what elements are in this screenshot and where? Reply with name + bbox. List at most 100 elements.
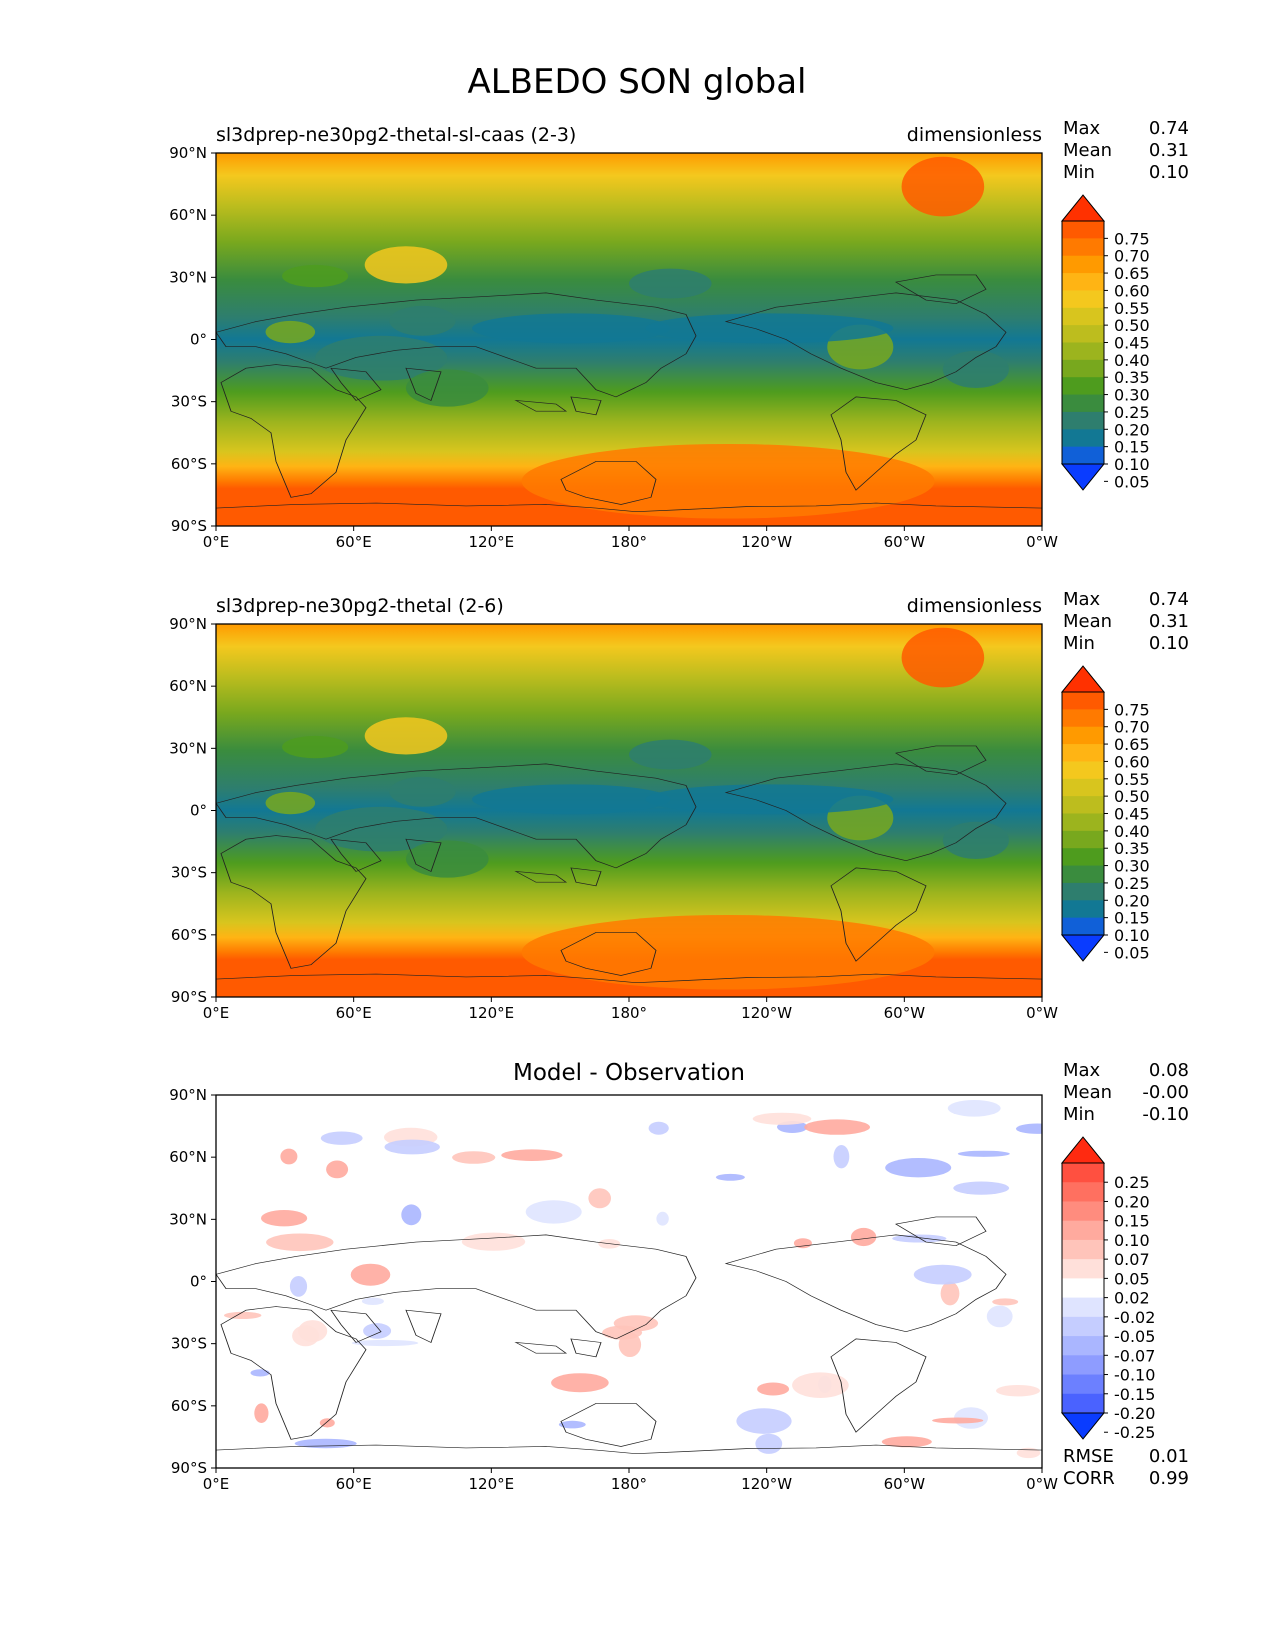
corr-value: 0.99 bbox=[1149, 1468, 1189, 1489]
colorbar-extend-bottom bbox=[1060, 1412, 1106, 1440]
colorbar-box bbox=[1062, 744, 1104, 762]
colorbar-box bbox=[1062, 290, 1104, 309]
x-tick-label: 180° bbox=[611, 1475, 647, 1493]
colorbar-level-label: 0.25 bbox=[1114, 874, 1150, 893]
colorbar: 0.250.200.150.100.070.050.02-0.02-0.05-0… bbox=[1060, 1136, 1155, 1442]
x-tick-label: 60°W bbox=[884, 533, 926, 551]
colorbar-level-label: 0.10 bbox=[1114, 926, 1150, 945]
colorbar-box bbox=[1062, 882, 1104, 901]
colorbar-level-label: 0.20 bbox=[1114, 420, 1150, 439]
stat-value-max: 0.74 bbox=[1149, 589, 1189, 610]
colorbar-box bbox=[1062, 865, 1104, 884]
colorbar-box bbox=[1062, 761, 1104, 780]
albedo-field bbox=[216, 624, 1042, 997]
rmse-value: 0.01 bbox=[1149, 1446, 1189, 1467]
colorbar-level-label: -0.20 bbox=[1114, 1404, 1155, 1423]
colorbar-box bbox=[1062, 1297, 1104, 1318]
colorbar-level-label: 0.25 bbox=[1114, 403, 1150, 422]
x-tick-label: 60°W bbox=[884, 1475, 926, 1493]
colorbar-level-label: 0.45 bbox=[1114, 805, 1150, 824]
corr-label: CORR bbox=[1063, 1468, 1115, 1489]
x-tick-label: 120°W bbox=[741, 1004, 792, 1022]
colorbar-level-label: -0.07 bbox=[1114, 1346, 1155, 1365]
colorbar-level-label: 0.15 bbox=[1114, 909, 1150, 928]
colorbar-level-label: 0.20 bbox=[1114, 891, 1150, 910]
colorbar-box bbox=[1062, 848, 1104, 867]
stat-value-mean: 0.31 bbox=[1149, 611, 1189, 632]
y-tick-label: 90°S bbox=[171, 988, 207, 1006]
stat-label-max: Max bbox=[1063, 589, 1101, 610]
y-tick-label: 0° bbox=[190, 1273, 207, 1291]
colorbar: 0.750.700.650.600.550.500.450.400.350.30… bbox=[1060, 665, 1150, 962]
colorbar-level-label: 0.05 bbox=[1114, 1269, 1150, 1288]
stat-label-mean: Mean bbox=[1063, 1082, 1112, 1103]
colorbar-box bbox=[1062, 359, 1104, 378]
colorbar-box bbox=[1062, 1239, 1104, 1260]
y-tick-label: 0° bbox=[190, 331, 207, 349]
colorbar-box bbox=[1062, 429, 1104, 448]
y-tick-label: 60°S bbox=[171, 1397, 207, 1415]
difference-map-panel: Model - Observation 0°E 60°E 120°E 180° 120°W… bbox=[169, 1060, 1189, 1493]
colorbar-level-label: -0.02 bbox=[1114, 1308, 1155, 1327]
stat-label-mean: Mean bbox=[1063, 611, 1112, 632]
colorbar-level-label: 0.75 bbox=[1114, 700, 1150, 719]
colorbar-box bbox=[1062, 830, 1104, 849]
figure-title: ALBEDO SON global bbox=[467, 62, 806, 102]
colorbar-box bbox=[1062, 917, 1104, 936]
x-tick-label: 120°W bbox=[741, 533, 792, 551]
x-tick-label: 0°E bbox=[203, 533, 230, 551]
colorbar-box bbox=[1062, 238, 1104, 257]
colorbar-level-label: 0.30 bbox=[1114, 857, 1150, 876]
stat-value-max: 0.08 bbox=[1149, 1060, 1189, 1081]
colorbar-level-label: 0.35 bbox=[1114, 839, 1150, 858]
colorbar-level-label: 0.45 bbox=[1114, 334, 1150, 353]
y-tick-label: 30°S bbox=[171, 864, 207, 882]
colorbar-level-label: 0.05 bbox=[1114, 472, 1150, 491]
colorbar-box bbox=[1062, 1278, 1104, 1299]
x-tick-label: 0°W bbox=[1026, 1475, 1058, 1493]
stat-label-max: Max bbox=[1063, 118, 1101, 139]
x-tick-label: 60°E bbox=[336, 1475, 372, 1493]
rmse-label: RMSE bbox=[1063, 1446, 1114, 1467]
colorbar-level-label: 0.65 bbox=[1114, 735, 1150, 754]
y-tick-label: 30°N bbox=[169, 1210, 207, 1228]
colorbar-box bbox=[1062, 1355, 1104, 1376]
colorbar-level-label: 0.10 bbox=[1114, 455, 1150, 474]
y-tick-label: 60°S bbox=[171, 455, 207, 473]
panel-units: dimensionless bbox=[907, 124, 1042, 146]
colorbar: 0.750.700.650.600.550.500.450.400.350.30… bbox=[1060, 194, 1150, 491]
colorbar-box bbox=[1062, 255, 1104, 274]
stat-value-min: 0.10 bbox=[1149, 162, 1189, 183]
colorbar-box bbox=[1062, 394, 1104, 413]
colorbar-box bbox=[1062, 221, 1104, 239]
colorbar-level-label: 0.35 bbox=[1114, 368, 1150, 387]
colorbar-frame bbox=[1061, 1162, 1105, 1414]
colorbar-box bbox=[1062, 778, 1104, 797]
colorbar-level-label: -0.10 bbox=[1114, 1366, 1155, 1385]
colorbar-level-label: 0.25 bbox=[1114, 1173, 1150, 1192]
colorbar-level-label: 0.40 bbox=[1114, 351, 1150, 370]
colorbar-level-label: 0.55 bbox=[1114, 299, 1150, 318]
x-tick-label: 0°E bbox=[203, 1475, 230, 1493]
colorbar-extend-top bbox=[1060, 665, 1106, 693]
colorbar-box bbox=[1062, 273, 1104, 291]
y-tick-label: 60°N bbox=[169, 206, 207, 224]
panel-title: sl3dprep-ne30pg2-thetal (2-6) bbox=[216, 595, 504, 617]
colorbar-box bbox=[1062, 692, 1104, 710]
colorbar-extend-bottom bbox=[1060, 463, 1106, 491]
colorbar-level-label: 0.75 bbox=[1114, 229, 1150, 248]
colorbar-level-label: 0.55 bbox=[1114, 770, 1150, 789]
x-tick-label: 120°E bbox=[469, 533, 515, 551]
x-tick-label: 0°W bbox=[1026, 533, 1058, 551]
colorbar-level-label: 0.10 bbox=[1114, 1231, 1150, 1250]
colorbar-box bbox=[1062, 900, 1104, 919]
stat-value-mean: 0.31 bbox=[1149, 140, 1189, 161]
colorbar-box bbox=[1062, 1182, 1104, 1202]
colorbar-box bbox=[1062, 377, 1104, 396]
colorbar-level-label: 0.60 bbox=[1114, 752, 1150, 771]
x-tick-label: 180° bbox=[611, 1004, 647, 1022]
x-tick-label: 60°W bbox=[884, 1004, 926, 1022]
colorbar-level-label: 0.65 bbox=[1114, 264, 1150, 283]
x-tick-label: 0°W bbox=[1026, 1004, 1058, 1022]
